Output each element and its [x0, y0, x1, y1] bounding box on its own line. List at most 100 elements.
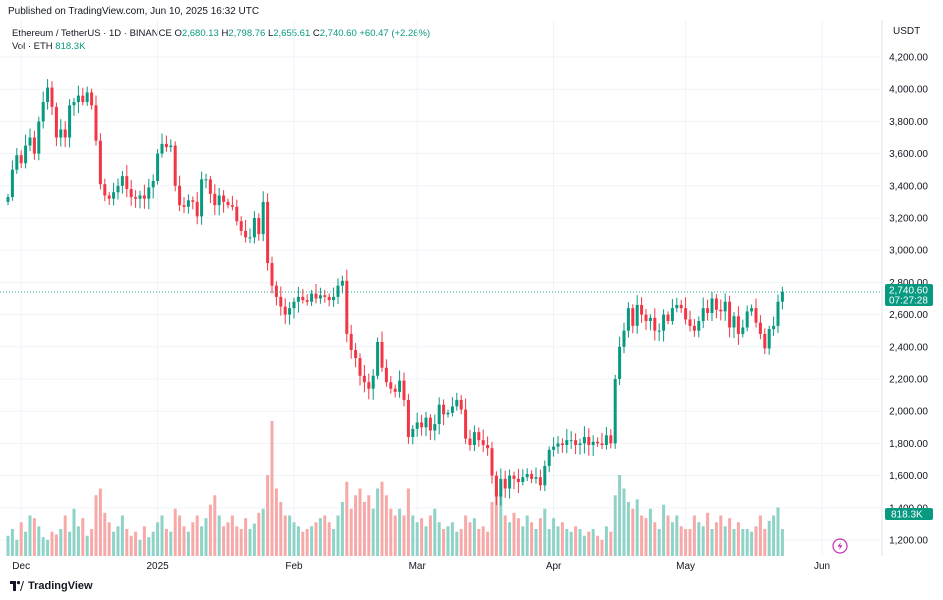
volume-bar — [741, 529, 745, 556]
volume-bar — [613, 495, 617, 556]
candle-body — [556, 443, 560, 447]
volume-bar — [288, 515, 292, 556]
currency-label[interactable]: USDT — [893, 26, 920, 37]
candle-body — [305, 300, 309, 302]
price-tick-label: 3,000.00 — [889, 246, 928, 257]
published-note: Published on TradingView.com, Jun 10, 20… — [8, 6, 260, 17]
volume-bar — [292, 522, 296, 556]
candle-body — [459, 399, 463, 410]
open-value: 2,680.13 — [181, 28, 219, 39]
candle-body — [653, 317, 657, 331]
volume-bar — [76, 526, 80, 556]
low-value: 2,655.61 — [273, 28, 311, 39]
volume-bar — [552, 518, 556, 556]
low-label: L — [267, 28, 274, 39]
candle-body — [15, 155, 19, 170]
price-tick-label: 2,800.00 — [889, 278, 928, 289]
candle-body — [547, 449, 551, 466]
volume-bar — [147, 537, 151, 556]
candle-body — [719, 309, 723, 312]
candle-body — [90, 92, 94, 106]
volume-bar — [103, 512, 107, 556]
volume-bar — [521, 526, 525, 556]
volume-bar — [81, 518, 85, 556]
volume-bar — [279, 502, 283, 556]
volume-bar — [763, 529, 767, 556]
candle-body — [274, 285, 278, 297]
candle-body — [442, 404, 446, 415]
volume-bar — [560, 522, 564, 556]
volume-label[interactable]: Vol · ETH — [12, 41, 53, 52]
volume-bar — [648, 508, 652, 556]
candle-body — [112, 192, 116, 199]
volume-bar — [719, 515, 723, 556]
price-tick-label: 2,400.00 — [889, 342, 928, 353]
volume-bar — [767, 520, 771, 556]
volume-bar — [222, 526, 226, 556]
volume-row: Vol · ETH 818.3K — [12, 40, 430, 53]
candle-body — [662, 314, 666, 331]
candle-body — [318, 295, 322, 299]
volume-bar — [600, 539, 604, 556]
volume-bar — [644, 518, 648, 556]
volume-bar — [750, 531, 754, 556]
volume-bar — [481, 526, 485, 556]
volume-bar — [349, 508, 353, 556]
volume-bar — [332, 529, 336, 556]
candle-body — [10, 169, 14, 198]
volume-bar — [455, 531, 459, 556]
volume-bar — [191, 522, 195, 556]
volume-bar — [393, 515, 397, 556]
candle-body — [732, 316, 736, 328]
volume-bar — [182, 526, 186, 556]
volume-bar — [50, 531, 54, 556]
candle-body — [28, 137, 32, 146]
price-tick-label: 3,200.00 — [889, 214, 928, 225]
candle-body — [587, 436, 591, 446]
volume-bar — [354, 495, 358, 556]
volume-bar — [688, 529, 692, 556]
candle-body — [437, 404, 441, 425]
candle-body — [24, 145, 28, 164]
candle-body — [59, 129, 63, 138]
ohlc-row: Ethereum / TetherUS · 1D · BINANCE O2,68… — [12, 27, 430, 40]
symbol-title[interactable]: Ethereum / TetherUS · 1D · BINANCE — [12, 28, 172, 39]
candle-body — [371, 375, 375, 389]
tradingview-logo[interactable]: TradingView — [10, 580, 93, 592]
candlesticks — [6, 79, 784, 506]
candle-body — [107, 195, 111, 199]
candle-body — [160, 143, 164, 154]
candle-body — [670, 308, 674, 322]
candle-body — [591, 441, 595, 446]
volume-bar — [653, 522, 657, 556]
candle-body — [574, 440, 578, 446]
price-tick-label: 3,600.00 — [889, 149, 928, 160]
volume-bar — [411, 515, 415, 556]
change-value: +60.47 (+2.26%) — [359, 28, 431, 39]
candle-body — [648, 317, 652, 322]
volume-bar — [63, 515, 67, 556]
candle-body — [424, 417, 428, 428]
candle-body — [244, 230, 248, 238]
candle-body — [142, 195, 146, 199]
time-tick-label: 2025 — [146, 561, 169, 572]
volume-bar — [98, 488, 102, 556]
candle-body — [164, 143, 168, 148]
lightning-icon[interactable] — [832, 538, 848, 554]
candle-body — [486, 445, 490, 449]
volume-bar — [565, 529, 569, 556]
volume-bar — [512, 512, 516, 556]
candle-body — [697, 321, 701, 331]
volume-bar — [547, 529, 551, 556]
volume-bar — [780, 529, 784, 556]
volume-bar — [626, 502, 630, 556]
candle-body — [345, 280, 349, 334]
volume-bar — [723, 526, 727, 556]
time-tick-label: Apr — [546, 561, 562, 572]
volume-bar — [125, 529, 129, 556]
candle-body — [780, 291, 784, 302]
high-value: 2,798.76 — [228, 28, 266, 39]
volume-bar — [235, 526, 239, 556]
volume-bar — [772, 515, 776, 556]
